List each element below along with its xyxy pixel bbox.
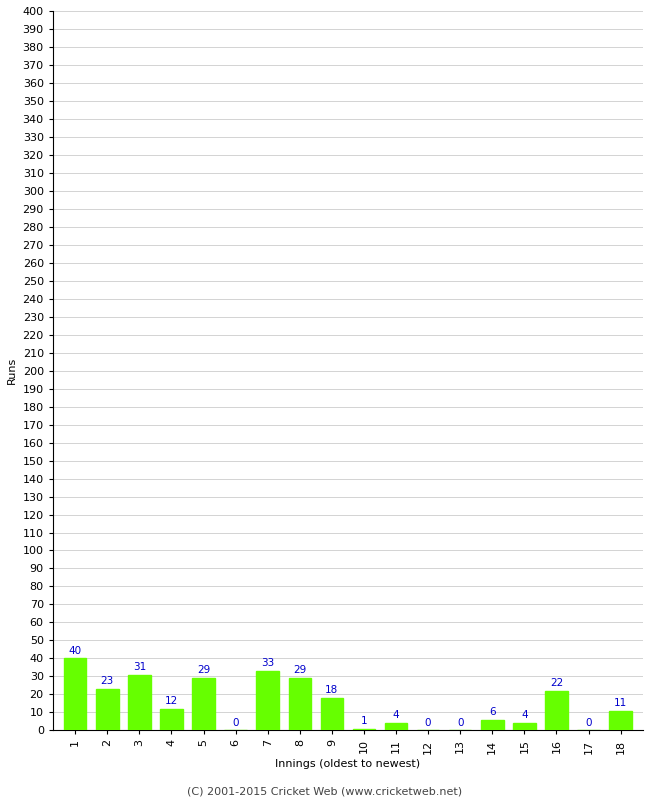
X-axis label: Innings (oldest to newest): Innings (oldest to newest) bbox=[276, 759, 421, 769]
Bar bbox=[128, 674, 151, 730]
Text: 0: 0 bbox=[585, 718, 592, 728]
Bar bbox=[96, 689, 118, 730]
Text: 4: 4 bbox=[521, 710, 528, 721]
Bar bbox=[609, 710, 632, 730]
Text: 6: 6 bbox=[489, 707, 495, 717]
Bar bbox=[513, 723, 536, 730]
Text: 4: 4 bbox=[393, 710, 399, 721]
Y-axis label: Runs: Runs bbox=[7, 357, 17, 384]
Bar bbox=[481, 719, 504, 730]
Bar bbox=[289, 678, 311, 730]
Bar bbox=[320, 698, 343, 730]
Text: 40: 40 bbox=[69, 646, 82, 656]
Text: 23: 23 bbox=[101, 676, 114, 686]
Text: 29: 29 bbox=[197, 666, 210, 675]
Text: 29: 29 bbox=[293, 666, 306, 675]
Text: 0: 0 bbox=[457, 718, 463, 728]
Text: 33: 33 bbox=[261, 658, 274, 668]
Text: 0: 0 bbox=[233, 718, 239, 728]
Bar bbox=[257, 671, 279, 730]
Bar bbox=[192, 678, 214, 730]
Text: 31: 31 bbox=[133, 662, 146, 672]
Bar bbox=[545, 690, 567, 730]
Bar bbox=[385, 723, 408, 730]
Text: 22: 22 bbox=[550, 678, 563, 688]
Bar bbox=[64, 658, 86, 730]
Text: 1: 1 bbox=[361, 716, 367, 726]
Text: (C) 2001-2015 Cricket Web (www.cricketweb.net): (C) 2001-2015 Cricket Web (www.cricketwe… bbox=[187, 786, 463, 796]
Bar bbox=[353, 729, 375, 730]
Text: 11: 11 bbox=[614, 698, 627, 708]
Text: 12: 12 bbox=[165, 696, 178, 706]
Bar bbox=[161, 709, 183, 730]
Text: 18: 18 bbox=[325, 686, 339, 695]
Text: 0: 0 bbox=[425, 718, 432, 728]
